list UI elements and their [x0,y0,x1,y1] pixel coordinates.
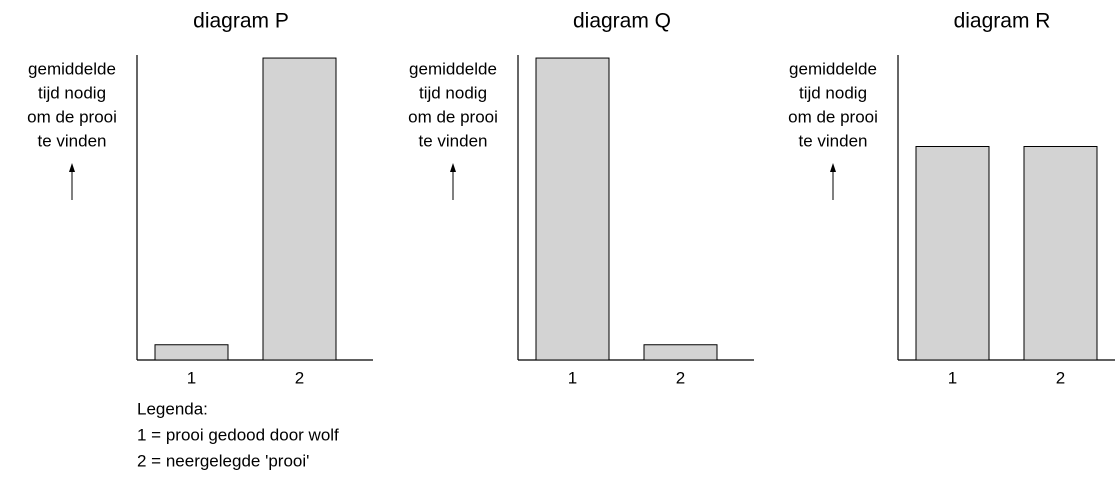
y-arrow-head [69,163,75,172]
x-tick-label: 2 [676,368,685,387]
bar [154,344,229,361]
y-axis-label: om de prooi [788,107,878,126]
y-axis-label: gemiddelde [409,59,497,78]
x-tick-label: 2 [1056,368,1065,387]
legend-item: 2 = neergelegde 'prooi' [137,451,309,470]
y-axis-label: tijd nodig [38,83,106,102]
y-axis-label: gemiddelde [789,59,877,78]
x-tick-label: 1 [568,368,577,387]
y-axis-label: tijd nodig [799,83,867,102]
y-arrow-head [830,163,836,172]
bar [915,146,990,361]
x-tick-label: 1 [948,368,957,387]
y-axis-label: om de prooi [27,107,117,126]
x-tick-label: 2 [295,368,304,387]
bar [643,344,718,361]
y-axis-label: te vinden [38,131,107,150]
y-axis-label: om de prooi [408,107,498,126]
x-tick-label: 1 [187,368,196,387]
y-axis-label: gemiddelde [28,59,116,78]
legend-item: 1 = prooi gedood door wolf [137,425,339,444]
y-axis-label: tijd nodig [419,83,487,102]
bar [535,57,610,361]
bar [262,57,337,361]
bar [1023,146,1098,361]
legend-title: Legenda: [137,399,208,418]
chart-title: diagram P [193,10,289,33]
y-arrow-head [450,163,456,172]
y-axis-label: te vinden [799,131,868,150]
chart-title: diagram Q [573,10,671,33]
chart-title: diagram R [954,10,1051,33]
y-axis-label: te vinden [419,131,488,150]
